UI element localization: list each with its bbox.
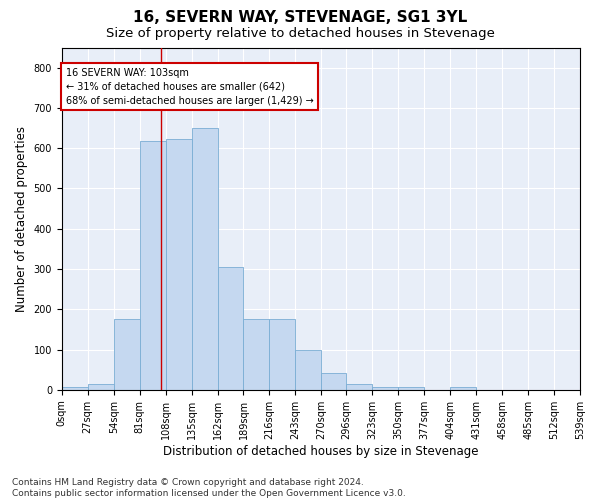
Text: 16 SEVERN WAY: 103sqm
← 31% of detached houses are smaller (642)
68% of semi-det: 16 SEVERN WAY: 103sqm ← 31% of detached … <box>65 68 313 106</box>
Bar <box>166 140 191 390</box>
Bar <box>88 384 113 390</box>
Text: 16, SEVERN WAY, STEVENAGE, SG1 3YL: 16, SEVERN WAY, STEVENAGE, SG1 3YL <box>133 10 467 25</box>
Bar <box>62 386 88 390</box>
Bar <box>269 320 295 390</box>
Y-axis label: Number of detached properties: Number of detached properties <box>15 126 28 312</box>
Bar <box>191 128 218 390</box>
Bar <box>450 386 476 390</box>
Text: Contains HM Land Registry data © Crown copyright and database right 2024.
Contai: Contains HM Land Registry data © Crown c… <box>12 478 406 498</box>
Bar <box>373 386 398 390</box>
Bar <box>295 350 322 390</box>
Text: Size of property relative to detached houses in Stevenage: Size of property relative to detached ho… <box>106 28 494 40</box>
Bar <box>346 384 373 390</box>
Bar <box>322 373 346 390</box>
Bar <box>244 320 269 390</box>
Bar <box>398 388 424 390</box>
Bar <box>140 141 166 390</box>
Bar <box>218 267 244 390</box>
X-axis label: Distribution of detached houses by size in Stevenage: Distribution of detached houses by size … <box>163 444 479 458</box>
Bar <box>113 320 140 390</box>
